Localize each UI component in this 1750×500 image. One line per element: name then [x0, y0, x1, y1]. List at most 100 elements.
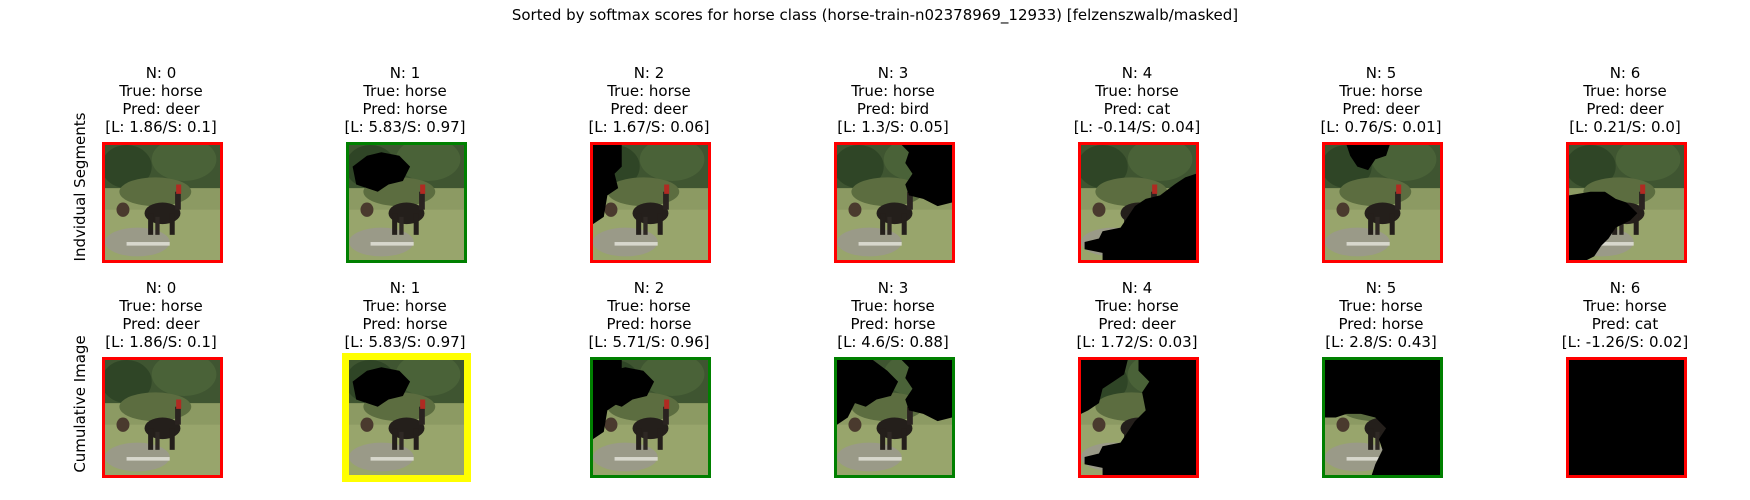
segment-thumbnail — [346, 142, 467, 263]
cell-caption: N: 4 True: horse Pred: deer [L: 1.72/S: 0.0… — [1057, 279, 1217, 351]
cell-caption: N: 6 True: horse Pred: deer [L: 0.21/S: 0.0… — [1545, 64, 1705, 136]
cell-caption: N: 2 True: horse Pred: deer [L: 1.67/S: 0.0… — [569, 64, 729, 136]
segment-thumbnail — [1078, 142, 1199, 263]
masked-image — [105, 360, 220, 475]
cell-prediction: Pred: deer — [610, 100, 688, 118]
cell-caption: N: 0 True: horse Pred: deer [L: 1.86/S: 0.1… — [81, 64, 241, 136]
figure-cell: N: 1 True: horse Pred: horse [L: 5.83/S: 0.… — [325, 279, 485, 482]
cell-score: [L: -0.14/S: 0.04] — [1073, 118, 1201, 136]
cell-true-label: True: horse — [607, 82, 691, 100]
figure-cell: N: 3 True: horse Pred: bird [L: 1.3/S: 0.05… — [813, 64, 973, 263]
figure-cell: N: 5 True: horse Pred: deer [L: 0.76/S: 0.0… — [1301, 64, 1461, 263]
cell-index: N: 1 — [389, 64, 421, 82]
figure-cell: N: 6 True: horse Pred: deer [L: 0.21/S: 0.0… — [1545, 64, 1705, 263]
cell-index: N: 0 — [145, 64, 177, 82]
cell-true-label: True: horse — [607, 297, 691, 315]
segment-thumbnail — [590, 357, 711, 478]
cell-index: N: 0 — [145, 279, 177, 297]
mask-region — [596, 367, 655, 407]
cell-score: [L: 1.86/S: 0.1] — [105, 333, 217, 351]
cell-true-label: True: horse — [363, 82, 447, 100]
cell-score: [L: 5.83/S: 0.97] — [344, 333, 466, 351]
figure-cell: N: 0 True: horse Pred: deer [L: 1.86/S: 0.1… — [81, 279, 241, 478]
cell-true-label: True: horse — [1583, 82, 1667, 100]
cell-prediction: Pred: horse — [850, 315, 936, 333]
cell-prediction: Pred: cat — [1103, 100, 1171, 118]
cell-score: [L: 4.6/S: 0.88] — [837, 333, 949, 351]
segment-thumbnail — [1322, 142, 1443, 263]
cell-score: [L: 5.83/S: 0.97] — [344, 118, 466, 136]
segment-thumbnail — [1566, 142, 1687, 263]
masked-image — [1325, 145, 1440, 260]
mask-region — [901, 145, 952, 207]
cell-true-label: True: horse — [1339, 82, 1423, 100]
segment-thumbnail — [834, 357, 955, 478]
masked-image — [1569, 145, 1684, 260]
cell-caption: N: 5 True: horse Pred: horse [L: 2.8/S: 0.4… — [1301, 279, 1461, 351]
segment-thumbnail — [342, 353, 471, 482]
cell-true-label: True: horse — [1095, 82, 1179, 100]
cell-true-label: True: horse — [851, 297, 935, 315]
cell-caption: N: 0 True: horse Pred: deer [L: 1.86/S: 0.1… — [81, 279, 241, 351]
segment-thumbnail — [102, 357, 223, 478]
cell-score: [L: 2.8/S: 0.43] — [1325, 333, 1437, 351]
mask-region — [901, 360, 952, 422]
segment-thumbnail — [1078, 357, 1199, 478]
cell-prediction: Pred: bird — [856, 100, 930, 118]
cell-score: [L: 1.67/S: 0.06] — [588, 118, 710, 136]
cell-score: [L: 0.21/S: 0.0] — [1569, 118, 1681, 136]
figure-cell: N: 1 True: horse Pred: horse [L: 5.83/S: 0.… — [325, 64, 485, 263]
figure-title: Sorted by softmax scores for horse class… — [511, 6, 1239, 24]
masked-image — [349, 145, 464, 260]
mask-region — [593, 145, 622, 225]
segment-thumbnail — [102, 142, 223, 263]
cell-caption: N: 5 True: horse Pred: deer [L: 0.76/S: 0.0… — [1301, 64, 1461, 136]
cell-true-label: True: horse — [851, 82, 935, 100]
cell-true-label: True: horse — [1339, 297, 1423, 315]
cell-true-label: True: horse — [119, 82, 203, 100]
masked-image — [593, 145, 708, 260]
figure-cell: N: 0 True: horse Pred: deer [L: 1.86/S: 0.1… — [81, 64, 241, 263]
cell-prediction: Pred: deer — [1586, 100, 1664, 118]
mask-region — [352, 152, 411, 192]
figure-cell: N: 5 True: horse Pred: horse [L: 2.8/S: 0.4… — [1301, 279, 1461, 478]
cell-caption: N: 1 True: horse Pred: horse [L: 5.83/S: 0.… — [325, 279, 485, 351]
row-label-cumulative-image: Cumulative Image — [71, 335, 89, 473]
figure-cell: N: 3 True: horse Pred: horse [L: 4.6/S: 0.8… — [813, 279, 973, 478]
cell-index: N: 5 — [1365, 64, 1397, 82]
cell-score: [L: 1.72/S: 0.03] — [1076, 333, 1198, 351]
figure-cell: N: 2 True: horse Pred: deer [L: 1.67/S: 0.0… — [569, 64, 729, 263]
masked-image — [1325, 360, 1440, 475]
mask-region — [1346, 145, 1390, 171]
cell-caption: N: 2 True: horse Pred: horse [L: 5.71/S: 0.… — [569, 279, 729, 351]
cell-true-label: True: horse — [1583, 297, 1667, 315]
cell-index: N: 4 — [1121, 64, 1153, 82]
masked-image — [593, 360, 708, 475]
cell-true-label: True: horse — [119, 297, 203, 315]
mask-region — [1084, 360, 1196, 475]
cell-index: N: 2 — [633, 279, 665, 297]
cell-caption: N: 6 True: horse Pred: cat [L: -1.26/S: 0.0… — [1545, 279, 1705, 351]
cell-prediction: Pred: deer — [1098, 315, 1176, 333]
mask-region — [1325, 360, 1440, 475]
segment-thumbnail — [834, 142, 955, 263]
cell-prediction: Pred: horse — [362, 100, 448, 118]
cell-prediction: Pred: cat — [1591, 315, 1659, 333]
cell-prediction: Pred: horse — [606, 315, 692, 333]
figure-cell: N: 6 True: horse Pred: cat [L: -1.26/S: 0.0… — [1545, 279, 1705, 478]
cell-index: N: 5 — [1365, 279, 1397, 297]
mask-region — [352, 367, 411, 407]
cell-caption: N: 3 True: horse Pred: horse [L: 4.6/S: 0.8… — [813, 279, 973, 351]
cell-score: [L: 0.76/S: 0.01] — [1320, 118, 1442, 136]
masked-image — [837, 145, 952, 260]
cell-index: N: 6 — [1609, 279, 1641, 297]
segment-thumbnail — [1566, 357, 1687, 478]
mask-region — [1569, 360, 1684, 475]
figure-cell: N: 2 True: horse Pred: horse [L: 5.71/S: 0.… — [569, 279, 729, 478]
masked-image — [105, 145, 220, 260]
cell-prediction: Pred: horse — [1338, 315, 1424, 333]
cell-prediction: Pred: deer — [1342, 100, 1420, 118]
cell-score: [L: 5.71/S: 0.96] — [588, 333, 710, 351]
masked-image — [349, 360, 464, 475]
cell-prediction: Pred: horse — [362, 315, 448, 333]
